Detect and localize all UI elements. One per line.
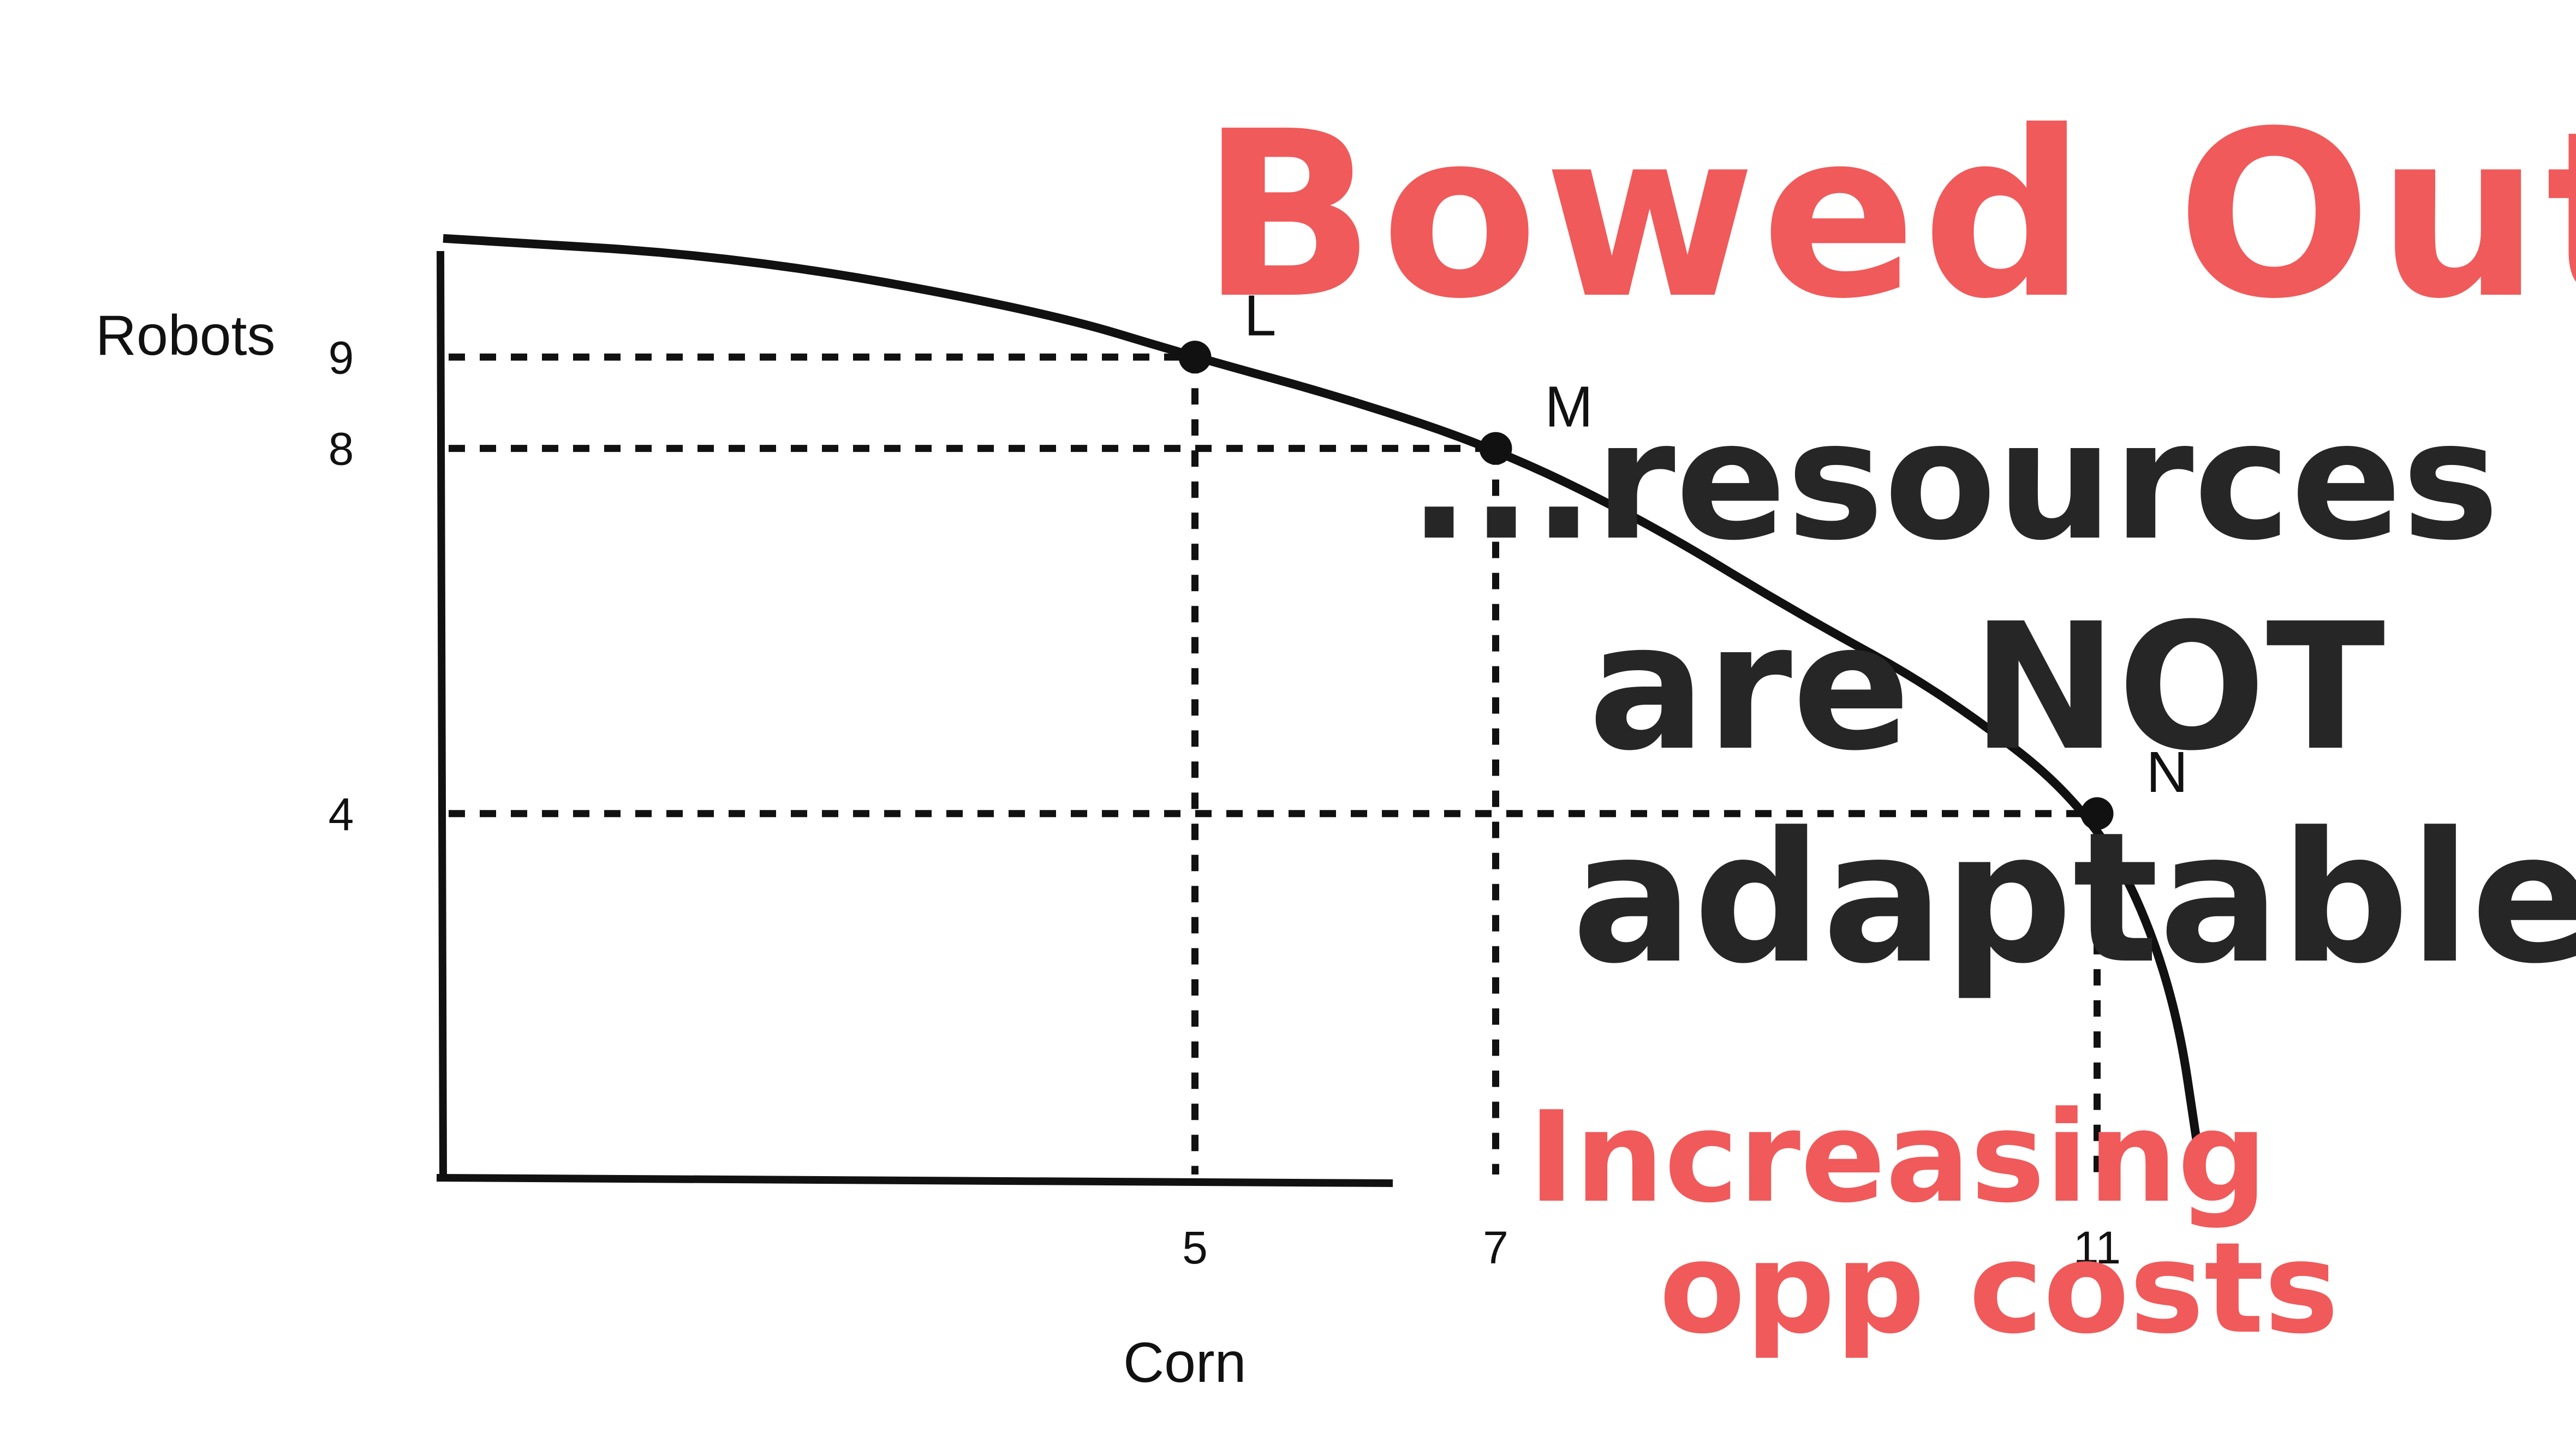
- x-tick-label: 11: [2073, 1222, 2121, 1273]
- annotation-resources: ...resources: [1408, 386, 2499, 576]
- point-label-l: L: [1244, 283, 1277, 348]
- ticks-group: 5 7 11 9 8 4: [329, 332, 2121, 1273]
- point-label-m: M: [1545, 375, 1593, 439]
- annotation-adaptable: adaptable: [1572, 794, 2576, 1003]
- x-tick-label: 7: [1483, 1222, 1508, 1273]
- point-n: [2080, 797, 2114, 830]
- annotation-are-not: are NOT: [1588, 586, 2386, 789]
- y-tick-label: 8: [329, 424, 354, 475]
- y-tick-label: 9: [329, 332, 354, 383]
- points-group: L M N: [1178, 283, 2189, 830]
- y-axis-title: Robots: [96, 304, 276, 367]
- y-axis: [437, 251, 447, 1182]
- title-bowed-out: Bowed Out: [1201, 82, 2576, 349]
- x-axis-title: Corn: [1123, 1331, 1246, 1394]
- guide-lines: [449, 353, 2101, 1174]
- y-tick-label: 4: [329, 789, 354, 840]
- x-tick-label: 5: [1182, 1222, 1208, 1273]
- point-m: [1479, 432, 1512, 465]
- x-axis: [436, 1174, 1393, 1187]
- annotation-increasing: Increasing: [1528, 1085, 2267, 1231]
- point-l: [1178, 341, 1212, 374]
- annotation-opp-costs: opp costs: [1659, 1216, 2339, 1362]
- point-label-n: N: [2146, 740, 2189, 804]
